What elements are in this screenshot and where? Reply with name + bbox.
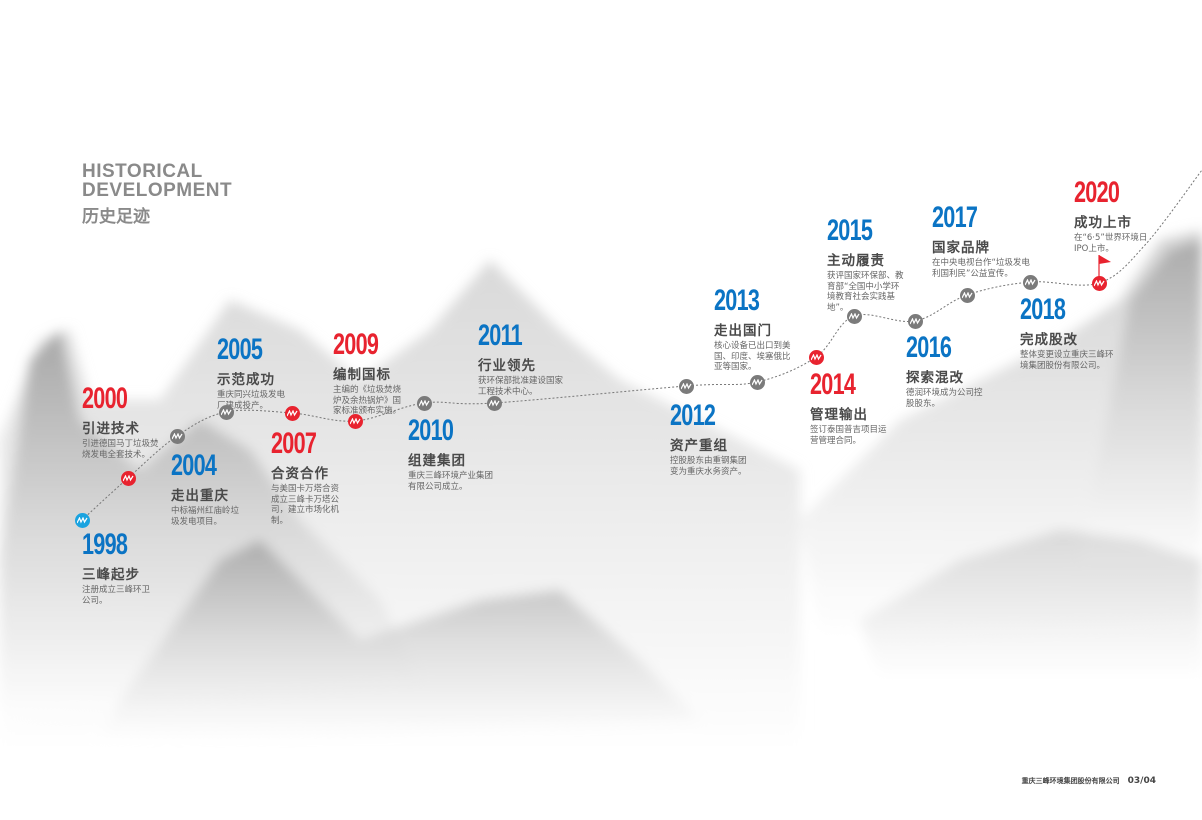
event-title: 主动履责 <box>827 253 885 269</box>
timeline-node-icon <box>169 428 185 444</box>
event-title: 合资合作 <box>271 466 329 482</box>
event-year: 2005 <box>217 333 263 366</box>
event-description: 中标福州红庙岭垃圾发电项目。 <box>171 506 240 527</box>
timeline-node-icon <box>74 512 90 528</box>
event-title: 行业领先 <box>478 358 536 374</box>
event-description: 注册成立三峰环卫公司。 <box>82 585 151 606</box>
event-description: 签订泰国普吉项目运营管理合同。 <box>810 425 887 446</box>
event-description: 在“6·5”世界环境日IPO上市。 <box>1074 233 1148 254</box>
timeline-node-icon <box>120 470 136 486</box>
timeline-event: 2010 组建集团重庆三峰环境产业集团有限公司成立。 <box>408 414 498 492</box>
event-year: 2017 <box>932 201 978 234</box>
event-description: 核心设备已出口到美国、印度、埃塞俄比亚等国家。 <box>714 341 791 372</box>
timeline-node-icon <box>486 395 502 411</box>
timeline-node-icon <box>907 313 923 329</box>
event-title: 成功上市 <box>1074 215 1132 231</box>
timeline-event: 2011 行业领先获环保部批准建设国家工程技术中心。 <box>478 319 568 397</box>
timeline-event: 2005 示范成功重庆同兴垃圾发电厂建成投产。 <box>217 333 292 411</box>
timeline-event: 2009 编制国标主编的《垃圾焚烧炉及余热锅炉》国家标准颁布实施。 <box>333 328 405 417</box>
event-description: 重庆同兴垃圾发电厂建成投产。 <box>217 390 286 411</box>
event-title: 示范成功 <box>217 372 275 388</box>
timeline-event: 2007 合资合作与美国卡万塔合资成立三峰卡万塔公司，建立市场化机制。 <box>271 427 341 526</box>
event-title: 资产重组 <box>670 438 728 454</box>
event-description: 控股股东由重钢集团变为重庆水务资产。 <box>670 456 747 477</box>
page-number: 03/04 <box>1127 776 1156 786</box>
event-year: 2018 <box>1020 293 1066 326</box>
timeline-event: 2017 国家品牌在中央电视台作“垃圾发电 利国利民”公益宣传。 <box>932 201 1032 279</box>
flag-icon <box>1098 253 1112 281</box>
timeline-node-icon <box>959 287 975 303</box>
event-year: 2012 <box>670 399 716 432</box>
timeline-node-icon <box>749 374 765 390</box>
event-year: 2011 <box>478 319 523 352</box>
timeline-event: 2016 探索混改德润环境成为公司控股股东。 <box>906 331 986 409</box>
event-year: 2007 <box>271 427 317 460</box>
event-year: 2009 <box>333 328 379 361</box>
event-title: 探索混改 <box>906 370 964 386</box>
timeline-event: 1998 三峰起步注册成立三峰环卫公司。 <box>82 528 152 606</box>
event-year: 2004 <box>171 449 217 482</box>
heading-en-line2: DEVELOPMENT <box>82 180 233 201</box>
timeline-event: 2014 管理输出签订泰国普吉项目运营管理合同。 <box>810 368 890 446</box>
event-title: 走出国门 <box>714 323 772 339</box>
event-description: 引进德国马丁垃圾焚烧发电全套技术。 <box>82 439 159 460</box>
page-heading: HISTORICAL DEVELOPMENT 历史足迹 <box>82 162 232 227</box>
event-year: 2020 <box>1074 176 1120 209</box>
event-title: 完成股改 <box>1020 332 1078 348</box>
event-title: 国家品牌 <box>932 240 990 256</box>
timeline-event: 2004 走出重庆中标福州红庙岭垃圾发电项目。 <box>171 449 246 527</box>
timeline-node-icon <box>678 378 694 394</box>
timeline-node-icon <box>284 405 300 421</box>
footer-company: 重庆三峰环境集团股份有限公司 <box>1021 777 1120 785</box>
timeline-node-icon <box>1091 275 1107 291</box>
event-description: 整体变更设立重庆三峰环境集团股份有限公司。 <box>1020 350 1114 371</box>
event-title: 引进技术 <box>82 421 140 437</box>
event-year: 2016 <box>906 331 952 364</box>
event-title: 管理输出 <box>810 407 868 423</box>
timeline-node-icon <box>1022 274 1038 290</box>
timeline-node-icon <box>808 349 824 365</box>
timeline-event: 2012 资产重组控股股东由重钢集团变为重庆水务资产。 <box>670 399 750 477</box>
event-title: 三峰起步 <box>82 567 140 583</box>
event-description: 德润环境成为公司控股股东。 <box>906 388 983 409</box>
event-description: 主编的《垃圾焚烧炉及余热锅炉》国家标准颁布实施。 <box>333 385 402 416</box>
event-year: 2000 <box>82 382 128 415</box>
event-year: 1998 <box>82 528 128 561</box>
event-description: 获环保部批准建设国家工程技术中心。 <box>478 376 564 397</box>
timeline-event: 2020 成功上市在“6·5”世界环境日IPO上市。 <box>1074 176 1154 254</box>
event-description: 获评国家环保部、教育部“全国中小学环境教育社会实践基地”。 <box>827 271 904 313</box>
event-description: 在中央电视台作“垃圾发电 利国利民”公益宣传。 <box>932 258 1030 279</box>
heading-en-line1: HISTORICAL <box>82 161 203 182</box>
timeline-node-icon <box>347 413 363 429</box>
event-year: 2014 <box>810 368 856 401</box>
event-title: 走出重庆 <box>171 488 229 504</box>
event-title: 编制国标 <box>333 367 391 383</box>
event-year: 2015 <box>827 214 873 247</box>
event-year: 2010 <box>408 414 454 447</box>
timeline-event: 2018 完成股改整体变更设立重庆三峰环境集团股份有限公司。 <box>1020 293 1116 371</box>
heading-cn: 历史足迹 <box>82 207 150 227</box>
event-description: 重庆三峰环境产业集团有限公司成立。 <box>408 471 494 492</box>
timeline-node-icon <box>218 404 234 420</box>
timeline-node-icon <box>416 395 432 411</box>
timeline-event: 2013 走出国门核心设备已出口到美国、印度、埃塞俄比亚等国家。 <box>714 284 794 373</box>
footer: 重庆三峰环境集团股份有限公司 03/04 <box>1022 776 1156 786</box>
timeline-event: 2015 主动履责获评国家环保部、教育部“全国中小学环境教育社会实践基地”。 <box>827 214 905 313</box>
timeline-event: 2000 引进技术引进德国马丁垃圾焚烧发电全套技术。 <box>82 382 162 460</box>
timeline-node-icon <box>846 308 862 324</box>
event-description: 与美国卡万塔合资成立三峰卡万塔公司，建立市场化机制。 <box>271 484 340 526</box>
event-year: 2013 <box>714 284 760 317</box>
event-title: 组建集团 <box>408 453 466 469</box>
